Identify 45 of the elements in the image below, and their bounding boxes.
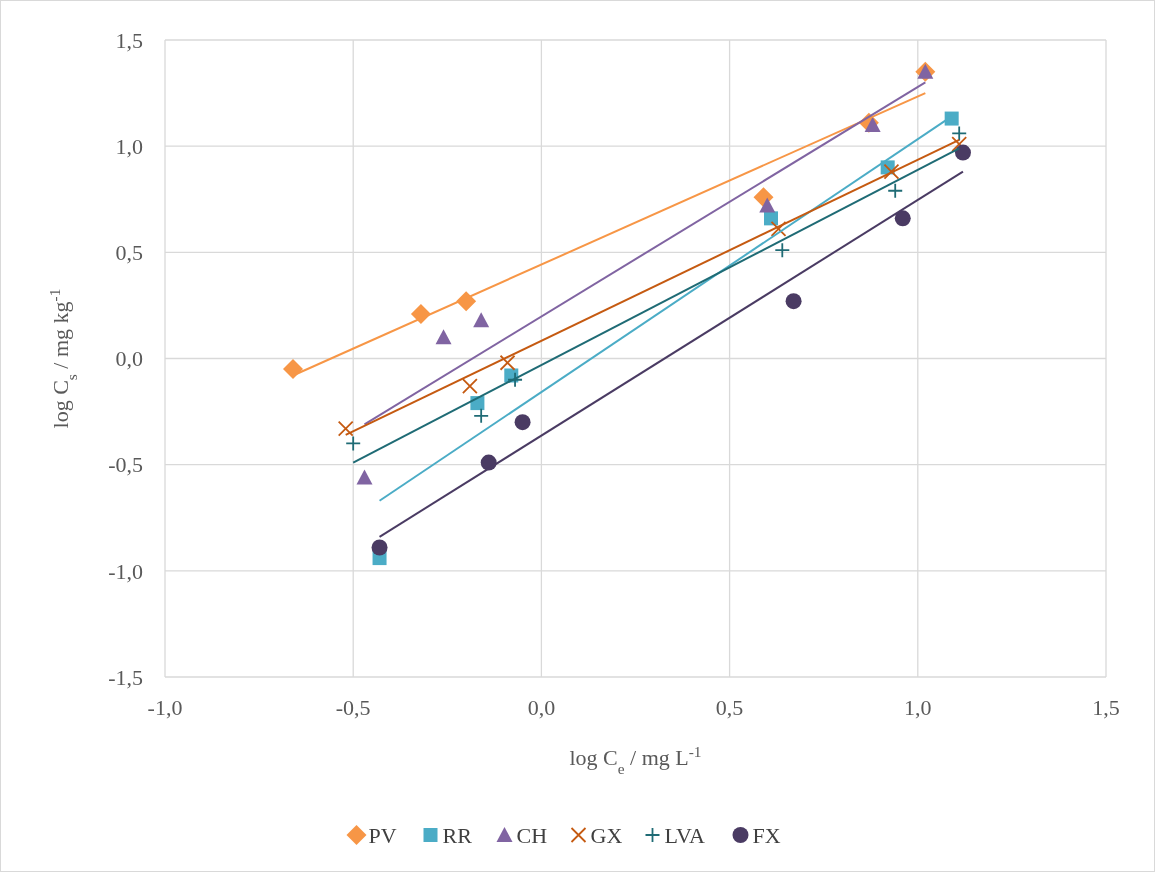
point	[461, 378, 478, 394]
legend-label: GX	[590, 822, 623, 848]
legend-label: CH	[516, 822, 548, 848]
point	[944, 111, 959, 126]
x-axis-title: log C$_{e}$ / mg L$^{-1}$	[569, 742, 702, 777]
legend-label: PV	[368, 822, 397, 848]
y-tick-label: 0,5	[115, 240, 143, 266]
point	[951, 136, 968, 152]
y-tick-label: -0,5	[108, 452, 143, 478]
x-tick-label: 1,5	[1092, 695, 1120, 720]
x-tick-label: 0,0	[527, 695, 556, 720]
point	[282, 359, 303, 380]
legend-label: LVA	[664, 822, 705, 848]
point	[499, 354, 516, 371]
y-tick-label: -1,0	[108, 558, 143, 584]
x-tick-label: -1,0	[147, 695, 183, 720]
point	[770, 221, 787, 237]
x-tick-label: -0,5	[335, 695, 371, 720]
point	[759, 197, 776, 213]
point	[883, 163, 900, 180]
y-tick-label: 0,0	[115, 346, 143, 372]
point	[951, 125, 968, 142]
point	[337, 420, 354, 437]
point	[894, 210, 911, 227]
point	[473, 312, 490, 328]
point	[954, 144, 971, 161]
point	[785, 293, 802, 310]
point	[514, 414, 531, 431]
y-tick-label: -1,5	[108, 664, 143, 690]
x-tick-label: 1,0	[904, 695, 932, 720]
point	[774, 242, 791, 259]
point	[345, 435, 362, 452]
point	[864, 116, 881, 132]
point	[507, 371, 523, 388]
point	[371, 539, 388, 556]
point	[473, 407, 490, 424]
point	[435, 329, 452, 345]
legend-label: FX	[752, 822, 781, 848]
y-tick-label: 1,0	[115, 133, 143, 159]
point	[887, 182, 904, 199]
x-tick-label: 0,5	[715, 695, 744, 720]
y-tick-label: 1,5	[115, 27, 143, 53]
point	[753, 187, 774, 208]
legend-label: RR	[442, 822, 473, 848]
point	[356, 469, 373, 485]
